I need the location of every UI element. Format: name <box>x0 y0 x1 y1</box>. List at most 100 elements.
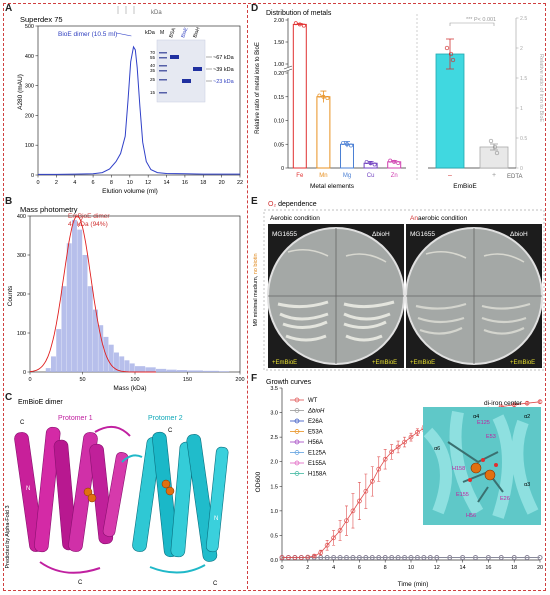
growth-point <box>311 553 317 559</box>
panel-a-letter: A <box>5 3 13 14</box>
plate-aerobic <box>267 224 405 368</box>
panel-f-x-tick-label: 4 <box>332 565 335 571</box>
panel-f-x-tick-label: 16 <box>485 565 491 571</box>
plate-anaerobic <box>405 224 543 368</box>
plate2-biobe-2: +EmBioE <box>510 360 535 366</box>
inset-e125: E125 <box>477 420 490 426</box>
growth-point <box>357 498 362 504</box>
histogram-bar <box>166 369 177 372</box>
plate2-strain1: MG1655 <box>410 231 435 238</box>
size-39kda: ~39 kDa <box>213 67 235 73</box>
histogram-bar <box>108 344 114 372</box>
histogram-bar <box>135 366 146 372</box>
panel-a-y-tick-label: 400 <box>25 54 34 60</box>
edta-sign: – <box>448 172 452 179</box>
iron-bar <box>435 53 465 169</box>
growth-point <box>537 399 543 405</box>
panel-d-right-y-tick-label: 2 <box>520 46 523 52</box>
panel-b-x-tick-label: 50 <box>79 377 85 383</box>
histogram-bar <box>93 309 98 372</box>
gaussian-fit <box>29 215 156 373</box>
panel-d-y-tick-label: 2.00 <box>274 18 284 24</box>
bsa-band <box>170 55 179 59</box>
panel-c-title: EmBioE dimer <box>18 399 63 406</box>
panel-f-x-tick-label: 8 <box>384 565 387 571</box>
metal-point <box>364 160 369 164</box>
panel-a-peak-label: BioE dimer (10.5 ml) <box>58 31 117 38</box>
metal-point <box>388 158 393 163</box>
elution-trace <box>38 45 240 175</box>
panel-a-y-tick-label: 300 <box>25 84 34 90</box>
panel-c-letter: C <box>5 392 13 403</box>
column-divider <box>247 5 248 589</box>
panel-f-x-tick-label: 10 <box>408 565 414 571</box>
growth-point <box>421 555 427 560</box>
panel-a-y-tick-label: 500 <box>25 24 34 30</box>
metal-point <box>301 23 306 28</box>
panel-f-x-tick-label: 0 <box>280 565 283 571</box>
panel-a-y-tick-label: 100 <box>25 143 34 149</box>
panel-a-ylabel: A280 (mAU) <box>17 74 24 110</box>
legend-marker <box>294 460 300 466</box>
panel-f-x-tick-label: 2 <box>306 565 309 571</box>
histogram-bar <box>87 286 93 372</box>
growth-point <box>395 555 401 560</box>
growth-point <box>369 479 375 484</box>
growth-point <box>318 550 324 555</box>
metal-bar <box>316 96 331 169</box>
panel-a-x-tick-label: 18 <box>200 180 206 186</box>
panel-a-y-tick-label: 200 <box>25 113 34 119</box>
panel-e-title: O₂ dependence <box>268 201 317 208</box>
marker-35: 35 <box>150 68 156 73</box>
histogram-bar <box>203 370 219 372</box>
histogram-bar <box>66 243 72 372</box>
legend-label: WT <box>308 398 318 404</box>
panel-b-x-tick-label: 100 <box>130 377 139 383</box>
growth-error <box>332 530 336 546</box>
iron-point <box>444 45 450 51</box>
metal-point <box>325 95 330 100</box>
histogram-bar <box>119 356 125 372</box>
histogram-bar <box>114 352 119 372</box>
iron-error <box>490 143 498 151</box>
growth-point <box>434 555 440 560</box>
panel-d-xlabel2: EmBioE <box>453 183 477 190</box>
growth-error <box>351 493 355 529</box>
legend-label: E125A <box>308 451 326 457</box>
plate2-biobe-1: +EmBioE <box>410 360 435 366</box>
panel-e-side-label: M9 minimal medium, no biotin <box>253 253 259 326</box>
panel-d-right-y-tick-label: 1 <box>520 106 523 112</box>
panel-d-right-y-tick-label: 2.5 <box>520 16 527 22</box>
panel-a-x-tick-label: 16 <box>182 180 188 186</box>
terminus-6: C <box>213 581 218 587</box>
growth-point <box>357 555 362 560</box>
panel-e-box <box>263 209 545 371</box>
growth-error <box>357 482 361 521</box>
metal-point <box>293 21 298 26</box>
size-67kda: ~67 kDa <box>213 55 235 61</box>
panel-b-annotation-1: EmBioE dimer <box>68 213 110 220</box>
plate1-strain2: ΔbioH <box>372 231 390 238</box>
growth-point <box>298 555 304 560</box>
bioh-band <box>193 67 202 71</box>
histogram-bar <box>145 367 156 372</box>
panel-a-x-tick-label: 22 <box>237 180 243 186</box>
panel-f-y-tick-label: 0.0 <box>270 558 278 564</box>
growth-point <box>382 456 388 462</box>
growth-point <box>376 466 382 472</box>
panel-f-chart: Growth curves OD600 Time (min) 0 2 4 6 8 10 12… <box>255 379 543 588</box>
panel-d-right-y-tick-label: 0.5 <box>520 136 527 142</box>
axis-break-marks <box>283 65 293 73</box>
histogram-bar <box>77 229 83 372</box>
legend-label: H158A <box>308 472 326 478</box>
panel-a-y-tick-label: 0 <box>31 173 34 179</box>
metal-category-label: Mg <box>343 173 351 179</box>
growth-point <box>286 555 291 560</box>
metal-point <box>297 22 302 27</box>
panel-c-structure: EmBioE dimer Protomer 1 Protomer 2 Predi… <box>5 399 229 587</box>
panel-d-stat: *** P< 0.001 <box>466 17 496 23</box>
iron-point <box>488 138 494 144</box>
panel-b-y-tick-label: 300 <box>17 253 26 259</box>
marker-70: 70 <box>150 50 156 55</box>
growth-point <box>344 518 349 524</box>
